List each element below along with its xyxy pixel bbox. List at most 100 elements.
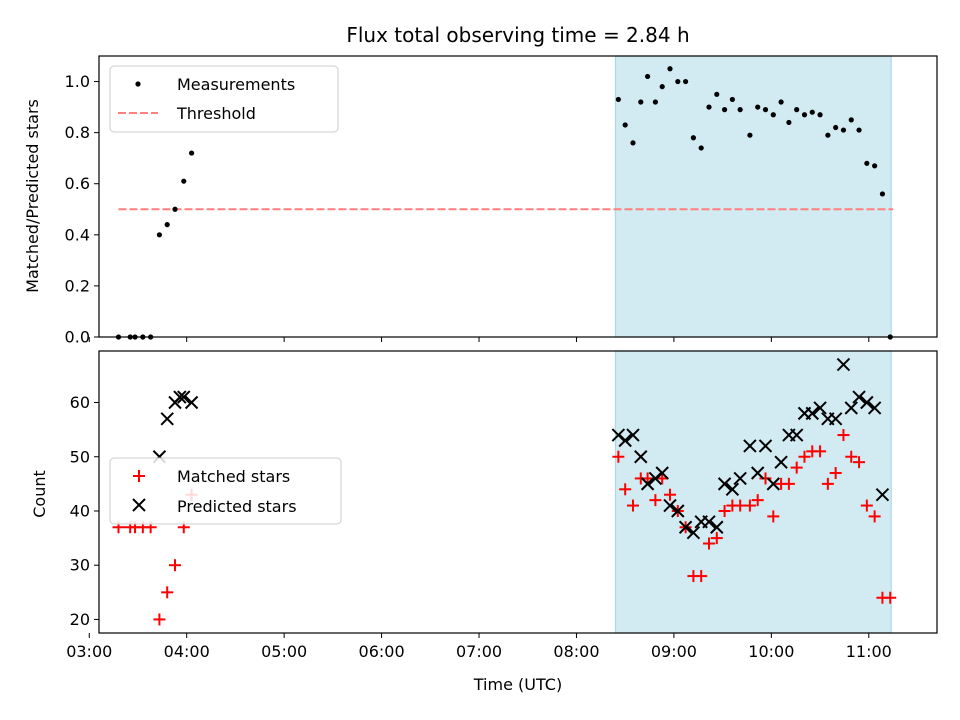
- predicted-star-point: [725, 482, 740, 496]
- predicted-star-point: [626, 428, 640, 442]
- bottom-legend-box: [109, 457, 342, 525]
- matched-star-point: [845, 450, 858, 463]
- measurement-point: [879, 191, 886, 197]
- predicted-star-point: [860, 395, 874, 410]
- x-tick-label: 08:00: [553, 642, 599, 661]
- measurement-point: [721, 107, 728, 113]
- matched-star-point: [829, 467, 842, 480]
- predicted-star-point: [173, 390, 187, 404]
- y-tick-label: 60: [70, 393, 90, 412]
- bottom-axis-ticks: 20 30 40 50 60 03:00 04:00 05:00 06:00 07:00 08:00…: [66, 393, 892, 661]
- matched-star-point: [695, 570, 708, 583]
- matched-star-point: [853, 456, 866, 469]
- measurement-point: [652, 99, 658, 105]
- predicted-star-point: [758, 439, 773, 453]
- matched-star-point: [626, 499, 639, 512]
- predicted-star-point: [177, 390, 191, 404]
- matched-star-point: [718, 504, 731, 517]
- legend-predicted-label: Predicted stars: [177, 497, 297, 516]
- predicted-star-point: [710, 520, 724, 534]
- matched-star-point: [798, 450, 811, 463]
- predicted-star-point: [671, 504, 685, 518]
- bottom-panel: 20 30 40 50 60 03:00 04:00 05:00 06:00 07:00 08:00…: [30, 350, 938, 694]
- measurement-point: [737, 107, 743, 113]
- predicted-star-point: [774, 455, 788, 469]
- matched-star-point: [821, 477, 834, 490]
- measurement-point: [840, 127, 847, 133]
- predicted-star-point: [678, 520, 693, 534]
- predicted-star-point: [750, 466, 765, 480]
- matched-star-point: [664, 488, 677, 501]
- predicted-star-point: [867, 401, 882, 415]
- predicted-star-point: [733, 471, 747, 486]
- measurement-point: [864, 160, 870, 166]
- matched-star-point: [868, 510, 881, 523]
- measurement-point: [164, 222, 170, 228]
- matched-star-point: [702, 537, 715, 550]
- y-tick-label: 0.4: [65, 225, 90, 244]
- matched-star-point: [759, 472, 772, 485]
- measurement-point: [848, 117, 854, 123]
- measurement-point: [644, 73, 651, 80]
- top-panel: 0.0 0.2 0.4 0.6 0.8 1.0 Matched/Predicted sta…: [23, 55, 938, 347]
- matched-star-point: [884, 591, 897, 604]
- x-tick-label: 09:00: [651, 642, 697, 661]
- predicted-star-point: [813, 401, 827, 415]
- x-tick-label: 06:00: [359, 642, 405, 661]
- measurement-point: [188, 150, 195, 156]
- measurement-point: [755, 104, 761, 110]
- matched-star-point: [790, 461, 803, 474]
- x-tick-label: 04:00: [164, 642, 210, 661]
- measurement-point: [786, 119, 792, 126]
- x-tick-label: 03:00: [66, 642, 112, 661]
- matched-star-point: [153, 613, 166, 626]
- predicted-star-point: [702, 515, 716, 529]
- y-tick-label: 40: [70, 501, 90, 520]
- predicted-star-point: [717, 477, 732, 491]
- bottom-axes-frame: [98, 350, 938, 634]
- matched-star-point: [743, 499, 756, 512]
- y-tick-label: 30: [70, 556, 90, 575]
- predicted-star-point: [844, 401, 858, 415]
- predicted-star-point: [160, 412, 174, 426]
- measurement-point: [729, 96, 735, 103]
- predicted-star-point: [789, 428, 804, 442]
- top-highlight-span-layer: [614, 55, 892, 338]
- measurement-point: [622, 122, 628, 128]
- matched-star-point: [169, 559, 182, 572]
- predicted-star-point: [743, 439, 757, 453]
- bottom-y-axis-label: Count: [30, 470, 49, 518]
- y-tick-label: 50: [70, 447, 90, 466]
- matched-star-point: [814, 445, 827, 458]
- measurement-point: [833, 124, 839, 131]
- predicted-star-point: [852, 390, 866, 404]
- y-tick-label: 1.0: [65, 72, 90, 91]
- x-tick-label: 07:00: [456, 642, 502, 661]
- top-data-marks: [115, 66, 893, 340]
- predicted-star-point: [618, 433, 632, 448]
- bottom-data-marks: [112, 357, 897, 626]
- predicted-star-point: [686, 525, 701, 540]
- measurement-point: [770, 112, 776, 118]
- y-tick-label: 20: [70, 610, 90, 629]
- measurement-point: [638, 99, 644, 105]
- measurement-point: [778, 99, 784, 105]
- measurement-point: [872, 163, 878, 169]
- measurement-point: [630, 140, 636, 146]
- measurement-point: [698, 145, 704, 151]
- matched-star-point: [767, 510, 780, 523]
- observing-span: [614, 55, 892, 338]
- measurement-point: [794, 107, 800, 113]
- predicted-star-point: [663, 498, 677, 513]
- predicted-star-point: [655, 466, 669, 480]
- y-tick-label: 0.6: [65, 174, 90, 193]
- x-axis-label: Time (UTC): [473, 675, 562, 694]
- matched-star-point: [656, 472, 669, 485]
- top-legend: Measurements Threshold: [109, 65, 339, 133]
- measurement-point: [706, 104, 712, 110]
- measurement-point: [172, 206, 178, 212]
- legend-predicted-marker: [132, 498, 146, 512]
- matched-star-point: [161, 586, 174, 599]
- matched-star-point: [649, 494, 662, 507]
- y-tick-label: 0.2: [65, 276, 90, 295]
